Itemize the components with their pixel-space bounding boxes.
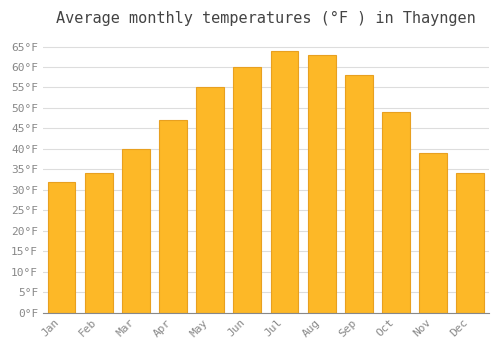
Bar (382, 112, 410, 313)
Bar (270, 51, 298, 313)
Bar (345, 75, 373, 313)
Title: Average monthly temperatures (°F ) in Thayngen: Average monthly temperatures (°F ) in Th… (56, 11, 476, 26)
Bar (456, 174, 484, 313)
Bar (419, 153, 447, 313)
Bar (196, 88, 224, 313)
Bar (122, 149, 150, 313)
Bar (159, 120, 187, 313)
Bar (308, 55, 336, 313)
Bar (48, 182, 76, 313)
Bar (234, 67, 262, 313)
Bar (85, 174, 112, 313)
